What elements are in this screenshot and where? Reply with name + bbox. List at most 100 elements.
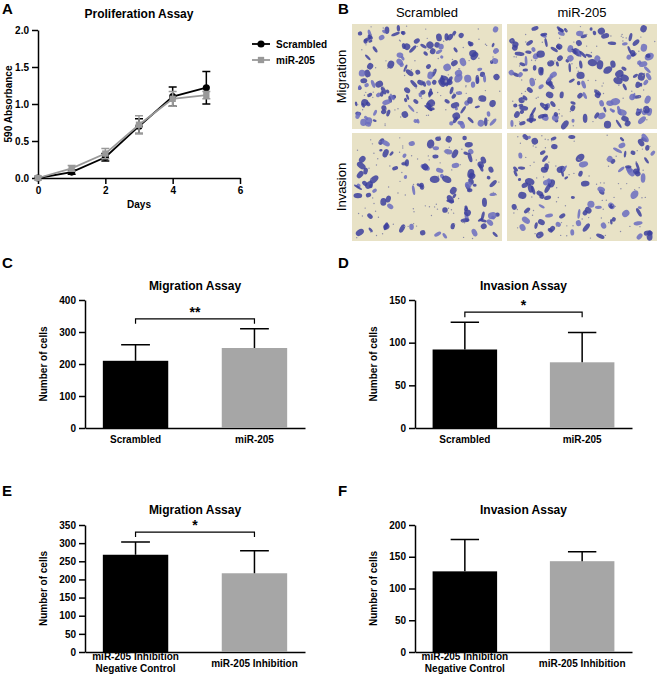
- pore-dot: [466, 93, 467, 94]
- pore-dot: [448, 74, 449, 75]
- pore-dot: [439, 162, 440, 163]
- pore-dot: [406, 25, 407, 26]
- tick-label: 100: [59, 610, 76, 621]
- cell-blob: [519, 105, 528, 111]
- pore-dot: [380, 202, 381, 203]
- cell-blob: [538, 203, 545, 209]
- cell-blob: [354, 112, 361, 120]
- cell-blob: [445, 135, 453, 144]
- pore-dot: [620, 188, 621, 189]
- pore-dot: [629, 226, 630, 227]
- pore-dot: [491, 60, 492, 61]
- pore-dot: [566, 225, 567, 226]
- pore-dot: [642, 148, 643, 149]
- cell-blob: [538, 83, 545, 90]
- micrograph: [507, 132, 657, 241]
- pore-dot: [451, 169, 452, 170]
- pore-dot: [531, 196, 532, 197]
- cell-blob: [382, 98, 392, 105]
- cell-blob: [381, 139, 391, 148]
- pore-dot: [548, 161, 549, 162]
- cell-blob: [355, 101, 358, 106]
- y-axis: 050100150200: [389, 520, 415, 658]
- pore-dot: [646, 119, 647, 120]
- cell-blob: [425, 101, 434, 112]
- cell-blob: [456, 91, 463, 95]
- cell-blob: [389, 151, 395, 157]
- legend-item: Scrambled: [252, 39, 327, 50]
- cell-blob: [569, 104, 576, 112]
- cell-blob: [628, 93, 636, 101]
- cell-blob: [645, 72, 653, 81]
- cell-blob: [354, 227, 365, 237]
- cell-blob: [641, 173, 646, 183]
- micrograph-background: [507, 24, 657, 129]
- pore-dot: [429, 206, 430, 207]
- tick-label: miR-205 InhibitionNegative Control: [92, 651, 179, 674]
- cell-blob: [577, 209, 581, 219]
- cell-blob: [467, 152, 474, 163]
- cell-blob: [385, 195, 392, 203]
- cell-blob: [480, 211, 485, 221]
- pore-dot: [590, 237, 591, 238]
- pore-dot: [573, 125, 574, 126]
- error-bar: [240, 329, 269, 348]
- cell-blob: [633, 221, 643, 226]
- cell-blob: [427, 90, 434, 97]
- cell-blob: [397, 25, 401, 32]
- pore-dot: [591, 52, 592, 53]
- cell-blob: [597, 185, 606, 193]
- tick: miR-205 Inhibition: [539, 652, 626, 669]
- cell-blob: [412, 98, 419, 105]
- tick: 0: [70, 647, 85, 658]
- cell-blob: [533, 65, 537, 71]
- pore-dot: [401, 172, 402, 173]
- cell-blob: [571, 196, 575, 199]
- pore-dot: [551, 140, 552, 141]
- cell-blob: [402, 153, 408, 159]
- pore-dot: [644, 73, 645, 74]
- cell-blob: [444, 98, 451, 104]
- pore-dot: [570, 111, 571, 112]
- cell-blob: [357, 31, 362, 36]
- pore-dot: [639, 226, 640, 227]
- tick-mark: [32, 104, 38, 106]
- cell-blob: [549, 225, 557, 233]
- pore-dot: [399, 137, 400, 138]
- tick-label: 2: [103, 185, 109, 196]
- cell-blob: [363, 115, 369, 121]
- pore-dot: [376, 164, 377, 165]
- pore-dot: [601, 85, 602, 86]
- tick-label: 0: [70, 647, 76, 658]
- cell-blob: [583, 114, 588, 123]
- pore-dot: [578, 71, 579, 72]
- tick-mark: [79, 561, 85, 563]
- cell-blob: [622, 42, 628, 46]
- cell-blob: [642, 105, 650, 114]
- cell-blob: [513, 110, 521, 119]
- pore-dot: [642, 170, 643, 171]
- cell-blob: [405, 159, 410, 167]
- marker: [69, 165, 75, 171]
- pore-dot: [431, 107, 432, 108]
- cell-blob: [570, 48, 577, 56]
- cell-blob: [544, 38, 548, 47]
- pore-dot: [654, 41, 655, 42]
- pore-dot: [588, 175, 589, 176]
- cell-blob: [620, 115, 629, 123]
- pore-dot: [541, 135, 542, 136]
- cell-blob: [378, 34, 386, 41]
- cell-blob: [467, 40, 473, 47]
- cell-blob: [450, 223, 455, 230]
- cell-blob: [483, 74, 487, 82]
- pore-dot: [377, 158, 378, 159]
- pore-dot: [606, 134, 607, 135]
- tick-label: 0: [400, 423, 406, 434]
- cell-blob: [360, 102, 365, 108]
- pore-dot: [555, 165, 556, 166]
- pore-dot: [413, 208, 414, 209]
- pore-dot: [622, 40, 623, 41]
- pore-dot: [448, 212, 449, 213]
- pore-dot: [517, 209, 518, 210]
- pore-dot: [525, 51, 526, 52]
